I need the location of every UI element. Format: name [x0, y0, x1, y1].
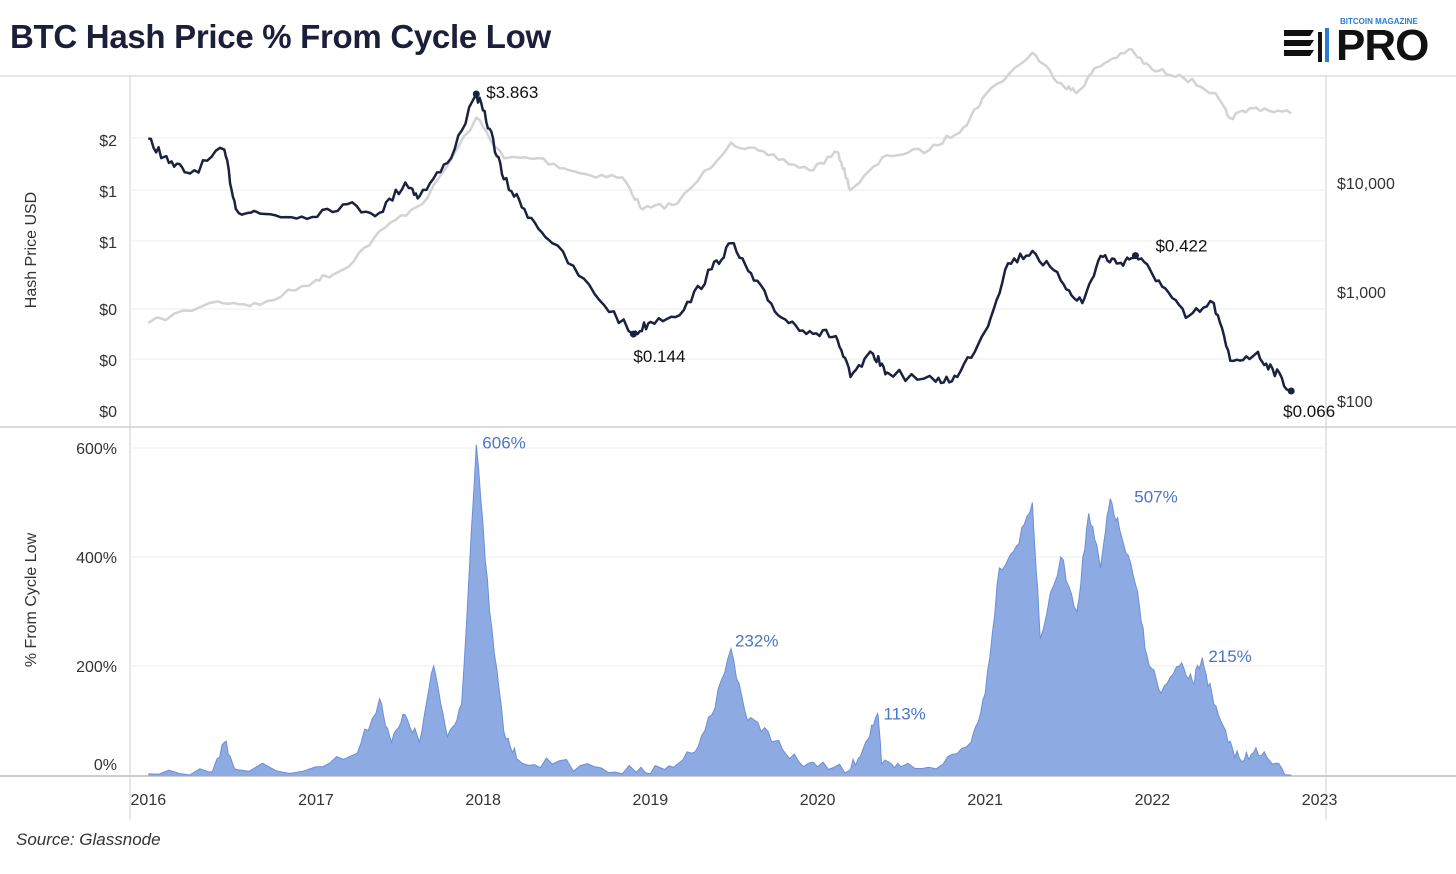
- top-left-tick-label-1: $1: [99, 184, 117, 201]
- axis-ticks: $2 $1 $1 $0 $0 $0 $10,000 $1,000 $100 600% 400% 200…: [76, 133, 1395, 809]
- pct-area-fill: [148, 444, 1292, 776]
- pct-from-cycle-low-series: [148, 444, 1292, 776]
- hash-price-annotation-3: $0.066: [1283, 402, 1335, 421]
- x-tick-label-2016: 2016: [131, 792, 167, 809]
- bottom-tick-label-2: 200%: [76, 659, 117, 676]
- pct-area-line: [148, 444, 1292, 776]
- chart-title: BTC Hash Price % From Cycle Low: [10, 18, 551, 55]
- top-left-tick-label-2: $1: [99, 235, 117, 252]
- top-left-tick-label-5: $0: [99, 404, 117, 421]
- top-y-axis-title: Hash Price USD: [23, 192, 40, 308]
- bottom-tick-label-3: 0%: [94, 757, 117, 774]
- hash-price-marker-2: [1131, 252, 1139, 260]
- btc-price-series: [147, 47, 1292, 325]
- x-tick-label-2017: 2017: [298, 792, 334, 809]
- x-tick-label-2019: 2019: [633, 792, 669, 809]
- pct-annotation-1: 232%: [735, 632, 778, 651]
- x-tick-label-2018: 2018: [465, 792, 501, 809]
- hash-price-marker-0: [472, 90, 480, 98]
- top-left-tick-label-3: $0: [99, 302, 117, 319]
- x-tick-label-2021: 2021: [967, 792, 1003, 809]
- logo-subtitle: BITCOIN MAGAZINE: [1340, 17, 1418, 26]
- top-right-tick-label-2: $100: [1337, 394, 1373, 411]
- hash-price-marker-1: [629, 330, 637, 338]
- pct-annotation-3: 507%: [1134, 488, 1177, 507]
- hash-price-annotation-0: $3.863: [486, 83, 538, 102]
- hash-price-annotation-2: $0.422: [1155, 237, 1207, 256]
- bottom-y-axis-title: % From Cycle Low: [23, 532, 40, 667]
- x-tick-label-2020: 2020: [800, 792, 836, 809]
- btc-price-line: [147, 47, 1292, 325]
- logo-bars-icon: [1284, 28, 1329, 62]
- brand-logo: BITCOIN MAGAZINE PRO: [1284, 16, 1444, 68]
- top-right-tick-label-0: $10,000: [1337, 176, 1395, 193]
- x-tick-label-2023: 2023: [1302, 792, 1338, 809]
- logo-wordmark: PRO: [1336, 21, 1429, 70]
- bottom-tick-label-0: 600%: [76, 441, 117, 458]
- source-note: Source: Glassnode: [16, 830, 161, 849]
- hash-price-series: [148, 92, 1292, 393]
- top-left-tick-label-4: $0: [99, 353, 117, 370]
- hash-price-line: [148, 92, 1292, 393]
- pct-annotation-0: 606%: [482, 434, 525, 453]
- hash-price-marker-3: [1287, 387, 1295, 395]
- x-tick-label-2022: 2022: [1135, 792, 1171, 809]
- hash-price-annotation-1: $0.144: [633, 347, 685, 366]
- top-left-tick-label-0: $2: [99, 133, 117, 150]
- pct-annotation-4: 215%: [1208, 647, 1251, 666]
- annotations: $3.863 $0.144 $0.422 $0.066 606% 232% 113% 507%…: [472, 83, 1335, 723]
- bottom-tick-label-1: 400%: [76, 550, 117, 567]
- pct-annotation-2: 113%: [884, 704, 926, 723]
- top-right-tick-label-1: $1,000: [1337, 285, 1386, 302]
